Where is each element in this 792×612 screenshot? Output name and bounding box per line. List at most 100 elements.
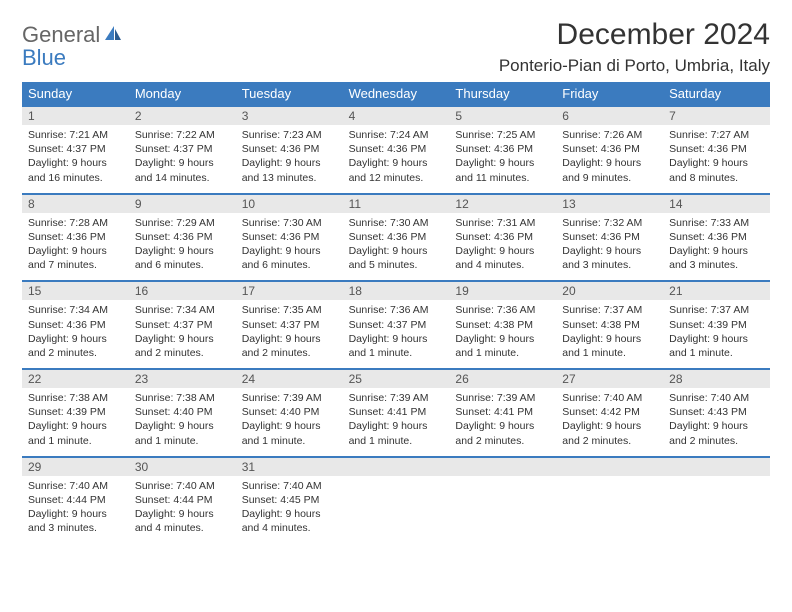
day-header: Sunday bbox=[22, 82, 129, 105]
day-number: 2 bbox=[129, 107, 236, 125]
sunset-text: Sunset: 4:36 PM bbox=[349, 230, 444, 244]
day-number: 17 bbox=[236, 282, 343, 300]
sunrise-text: Sunrise: 7:34 AM bbox=[135, 303, 230, 317]
day-cell: Sunrise: 7:36 AMSunset: 4:38 PMDaylight:… bbox=[449, 300, 556, 368]
day-number: 6 bbox=[556, 107, 663, 125]
day-cell: Sunrise: 7:34 AMSunset: 4:36 PMDaylight:… bbox=[22, 300, 129, 368]
day-cell: Sunrise: 7:29 AMSunset: 4:36 PMDaylight:… bbox=[129, 213, 236, 281]
day-cell: Sunrise: 7:24 AMSunset: 4:36 PMDaylight:… bbox=[343, 125, 450, 193]
day-cell: Sunrise: 7:40 AMSunset: 4:43 PMDaylight:… bbox=[663, 388, 770, 456]
day-cell: Sunrise: 7:22 AMSunset: 4:37 PMDaylight:… bbox=[129, 125, 236, 193]
day-number-row: 293031 bbox=[22, 456, 770, 476]
sunset-text: Sunset: 4:36 PM bbox=[28, 318, 123, 332]
day-number bbox=[449, 458, 556, 476]
sunrise-text: Sunrise: 7:40 AM bbox=[669, 391, 764, 405]
week-row: Sunrise: 7:40 AMSunset: 4:44 PMDaylight:… bbox=[22, 476, 770, 544]
week-row: Sunrise: 7:34 AM Sunset: 4:36 PM Daylight:… bbox=[22, 300, 770, 368]
day-number: 1 bbox=[22, 107, 129, 125]
sunset-text: Sunset: 4:39 PM bbox=[28, 405, 123, 419]
sunrise-text: Sunrise: 7:26 AM bbox=[562, 128, 657, 142]
daylight-text: Daylight: 9 hours and 14 minutes. bbox=[135, 156, 230, 184]
day-cell: Sunrise: 7:31 AMSunset: 4:36 PMDaylight:… bbox=[449, 213, 556, 281]
daylight-text: Daylight: 9 hours and 8 minutes. bbox=[669, 156, 764, 184]
daylight-text: Daylight: 9 hours and 2 minutes. bbox=[562, 419, 657, 447]
sunrise-text: Sunrise: 7:28 AM bbox=[28, 216, 123, 230]
week-row: Sunrise: 7:28 AMSunset: 4:36 PMDaylight:… bbox=[22, 213, 770, 281]
day-number: 23 bbox=[129, 370, 236, 388]
daylight-text: Daylight: 9 hours and 5 minutes. bbox=[349, 244, 444, 272]
day-number bbox=[556, 458, 663, 476]
sunrise-text: Sunrise: 7:31 AM bbox=[455, 216, 550, 230]
sunset-text: Sunset: 4:38 PM bbox=[455, 318, 550, 332]
day-number: 26 bbox=[449, 370, 556, 388]
day-cell: Sunrise: 7:40 AMSunset: 4:45 PMDaylight:… bbox=[236, 476, 343, 544]
day-cell: Sunrise: 7:37 AMSunset: 4:39 PMDaylight:… bbox=[663, 300, 770, 368]
daylight-text: Daylight: 9 hours and 2 minutes. bbox=[455, 419, 550, 447]
sunset-text: Sunset: 4:37 PM bbox=[349, 318, 444, 332]
day-cell: Sunrise: 7:21 AMSunset: 4:37 PMDaylight:… bbox=[22, 125, 129, 193]
day-cell: Sunrise: 7:35 AMSunset: 4:37 PMDaylight:… bbox=[236, 300, 343, 368]
day-number bbox=[663, 458, 770, 476]
day-cell bbox=[663, 476, 770, 544]
sunset-text: Sunset: 4:43 PM bbox=[669, 405, 764, 419]
daylight-text: Daylight: 9 hours and 1 minute. bbox=[562, 332, 657, 360]
daylight-text: Daylight: 9 hours and 2 minutes. bbox=[242, 332, 337, 360]
day-number: 31 bbox=[236, 458, 343, 476]
sunrise-text: Sunrise: 7:30 AM bbox=[242, 216, 337, 230]
sunrise-text: Sunrise: 7:24 AM bbox=[349, 128, 444, 142]
day-cell: Sunrise: 7:30 AMSunset: 4:36 PMDaylight:… bbox=[343, 213, 450, 281]
day-number: 24 bbox=[236, 370, 343, 388]
day-cell: Sunrise: 7:39 AMSunset: 4:40 PMDaylight:… bbox=[236, 388, 343, 456]
day-cell: Sunrise: 7:40 AMSunset: 4:42 PMDaylight:… bbox=[556, 388, 663, 456]
day-number-row: 1234567 bbox=[22, 105, 770, 125]
week-row: Sunrise: 7:21 AMSunset: 4:37 PMDaylight:… bbox=[22, 125, 770, 193]
day-number: 29 bbox=[22, 458, 129, 476]
day-header: Friday bbox=[556, 82, 663, 105]
sunset-text: Sunset: 4:41 PM bbox=[455, 405, 550, 419]
daylight-text: Daylight: 9 hours and 1 minute. bbox=[455, 332, 550, 360]
day-number-row: 15161718192021 bbox=[22, 280, 770, 300]
sunset-text: Sunset: 4:36 PM bbox=[242, 142, 337, 156]
day-number: 11 bbox=[343, 195, 450, 213]
sunrise-text: Sunrise: 7:37 AM bbox=[669, 303, 764, 317]
day-number bbox=[343, 458, 450, 476]
day-cell: Sunrise: 7:27 AMSunset: 4:36 PMDaylight:… bbox=[663, 125, 770, 193]
month-title: December 2024 bbox=[499, 18, 770, 52]
day-number: 27 bbox=[556, 370, 663, 388]
title-block: December 2024 Ponterio-Pian di Porto, Um… bbox=[499, 18, 770, 76]
day-header: Thursday bbox=[449, 82, 556, 105]
sunset-text: Sunset: 4:36 PM bbox=[28, 230, 123, 244]
day-header: Wednesday bbox=[343, 82, 450, 105]
sunrise-text: Sunrise: 7:35 AM bbox=[242, 303, 337, 317]
daylight-text: Daylight: 9 hours and 1 minute. bbox=[28, 419, 123, 447]
sunset-text: Sunset: 4:36 PM bbox=[242, 230, 337, 244]
day-cell: Sunrise: 7:23 AMSunset: 4:36 PMDaylight:… bbox=[236, 125, 343, 193]
day-number: 10 bbox=[236, 195, 343, 213]
daylight-text: Daylight: 9 hours and 1 minute. bbox=[669, 332, 764, 360]
day-number: 15 bbox=[22, 282, 129, 300]
daylight-text: Daylight: 9 hours and 1 minute. bbox=[349, 419, 444, 447]
daylight-text: Daylight: 9 hours and 3 minutes. bbox=[562, 244, 657, 272]
sunset-text: Sunset: 4:40 PM bbox=[242, 405, 337, 419]
sunset-text: Sunset: 4:37 PM bbox=[242, 318, 337, 332]
day-cell: Sunrise: 7:25 AMSunset: 4:36 PMDaylight:… bbox=[449, 125, 556, 193]
day-number: 25 bbox=[343, 370, 450, 388]
sunset-text: Sunset: 4:36 PM bbox=[669, 230, 764, 244]
sunrise-text: Sunrise: 7:33 AM bbox=[669, 216, 764, 230]
daylight-text: Daylight: 9 hours and 3 minutes. bbox=[669, 244, 764, 272]
daylight-text: Daylight: 9 hours and 4 minutes. bbox=[242, 507, 337, 535]
day-header: Tuesday bbox=[236, 82, 343, 105]
sunset-text: Sunset: 4:36 PM bbox=[135, 230, 230, 244]
day-number: 13 bbox=[556, 195, 663, 213]
sunrise-text: Sunrise: 7:36 AM bbox=[455, 303, 550, 317]
daylight-text: Daylight: 9 hours and 4 minutes. bbox=[135, 507, 230, 535]
daylight-text: Daylight: 9 hours and 3 minutes. bbox=[28, 507, 123, 535]
day-cell: Sunrise: 7:40 AMSunset: 4:44 PMDaylight:… bbox=[129, 476, 236, 544]
sunrise-text: Sunrise: 7:30 AM bbox=[349, 216, 444, 230]
sunrise-text: Sunrise: 7:38 AM bbox=[135, 391, 230, 405]
day-cell: Sunrise: 7:28 AMSunset: 4:36 PMDaylight:… bbox=[22, 213, 129, 281]
daylight-text: Daylight: 9 hours and 6 minutes. bbox=[135, 244, 230, 272]
sunrise-text: Sunrise: 7:37 AM bbox=[562, 303, 657, 317]
day-cell: Sunrise: 7:36 AMSunset: 4:37 PMDaylight:… bbox=[343, 300, 450, 368]
logo-text-blue: Blue bbox=[22, 45, 66, 70]
